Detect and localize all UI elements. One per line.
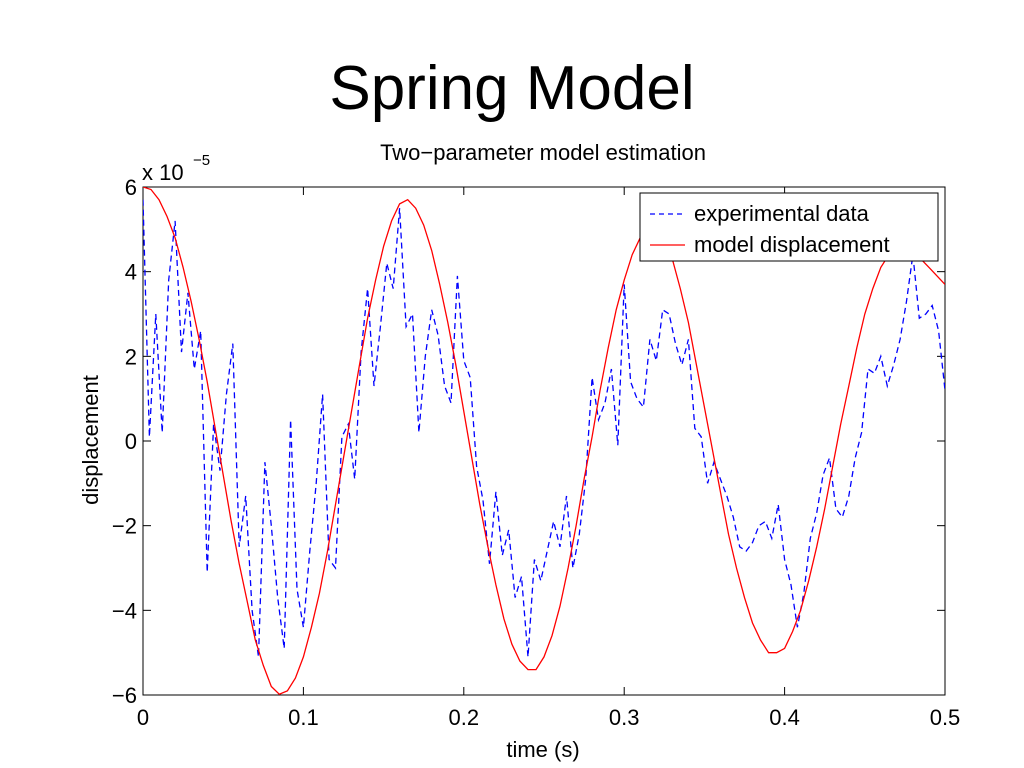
- legend-box: [639, 192, 939, 262]
- y-tick-label: 6: [125, 175, 137, 200]
- legend-entry-model: model displacement: [694, 232, 890, 257]
- x-tick-label: 0.5: [930, 705, 961, 730]
- y-tick-label: −6: [112, 683, 137, 708]
- x-axis: 0 0.1 0.2 0.3 0.4 0.5: [137, 187, 960, 730]
- y-tick-label: 0: [125, 429, 137, 454]
- series-experimental-data: [143, 199, 945, 657]
- y-axis: −6 −4 −2 0 2 4 6: [112, 175, 945, 708]
- y-tick-label: −2: [112, 514, 137, 539]
- y-multiplier-exponent: −5: [193, 152, 210, 169]
- x-tick-label: 0.4: [769, 705, 800, 730]
- x-tick-label: 0: [137, 705, 149, 730]
- series-layer: [143, 187, 945, 695]
- chart-title: Two−parameter model estimation: [380, 140, 706, 165]
- y-tick-label: 2: [125, 344, 137, 369]
- y-axis-multiplier: x 10 −5: [142, 152, 210, 185]
- y-multiplier-base: x 10: [142, 160, 184, 185]
- x-tick-label: 0.1: [288, 705, 319, 730]
- slide-title: Spring Model: [329, 54, 695, 123]
- plot-area: [142, 186, 946, 696]
- legend-entry-experimental: experimental data: [694, 201, 870, 226]
- series-model-displacement: [143, 187, 945, 695]
- x-axis-label: time (s): [506, 737, 579, 762]
- y-tick-label: 4: [125, 260, 137, 285]
- legend: experimental data model displacement: [639, 192, 939, 262]
- x-tick-label: 0.3: [609, 705, 640, 730]
- y-tick-label: −4: [112, 598, 137, 623]
- y-axis-label: displacement: [78, 375, 103, 505]
- x-tick-label: 0.2: [449, 705, 480, 730]
